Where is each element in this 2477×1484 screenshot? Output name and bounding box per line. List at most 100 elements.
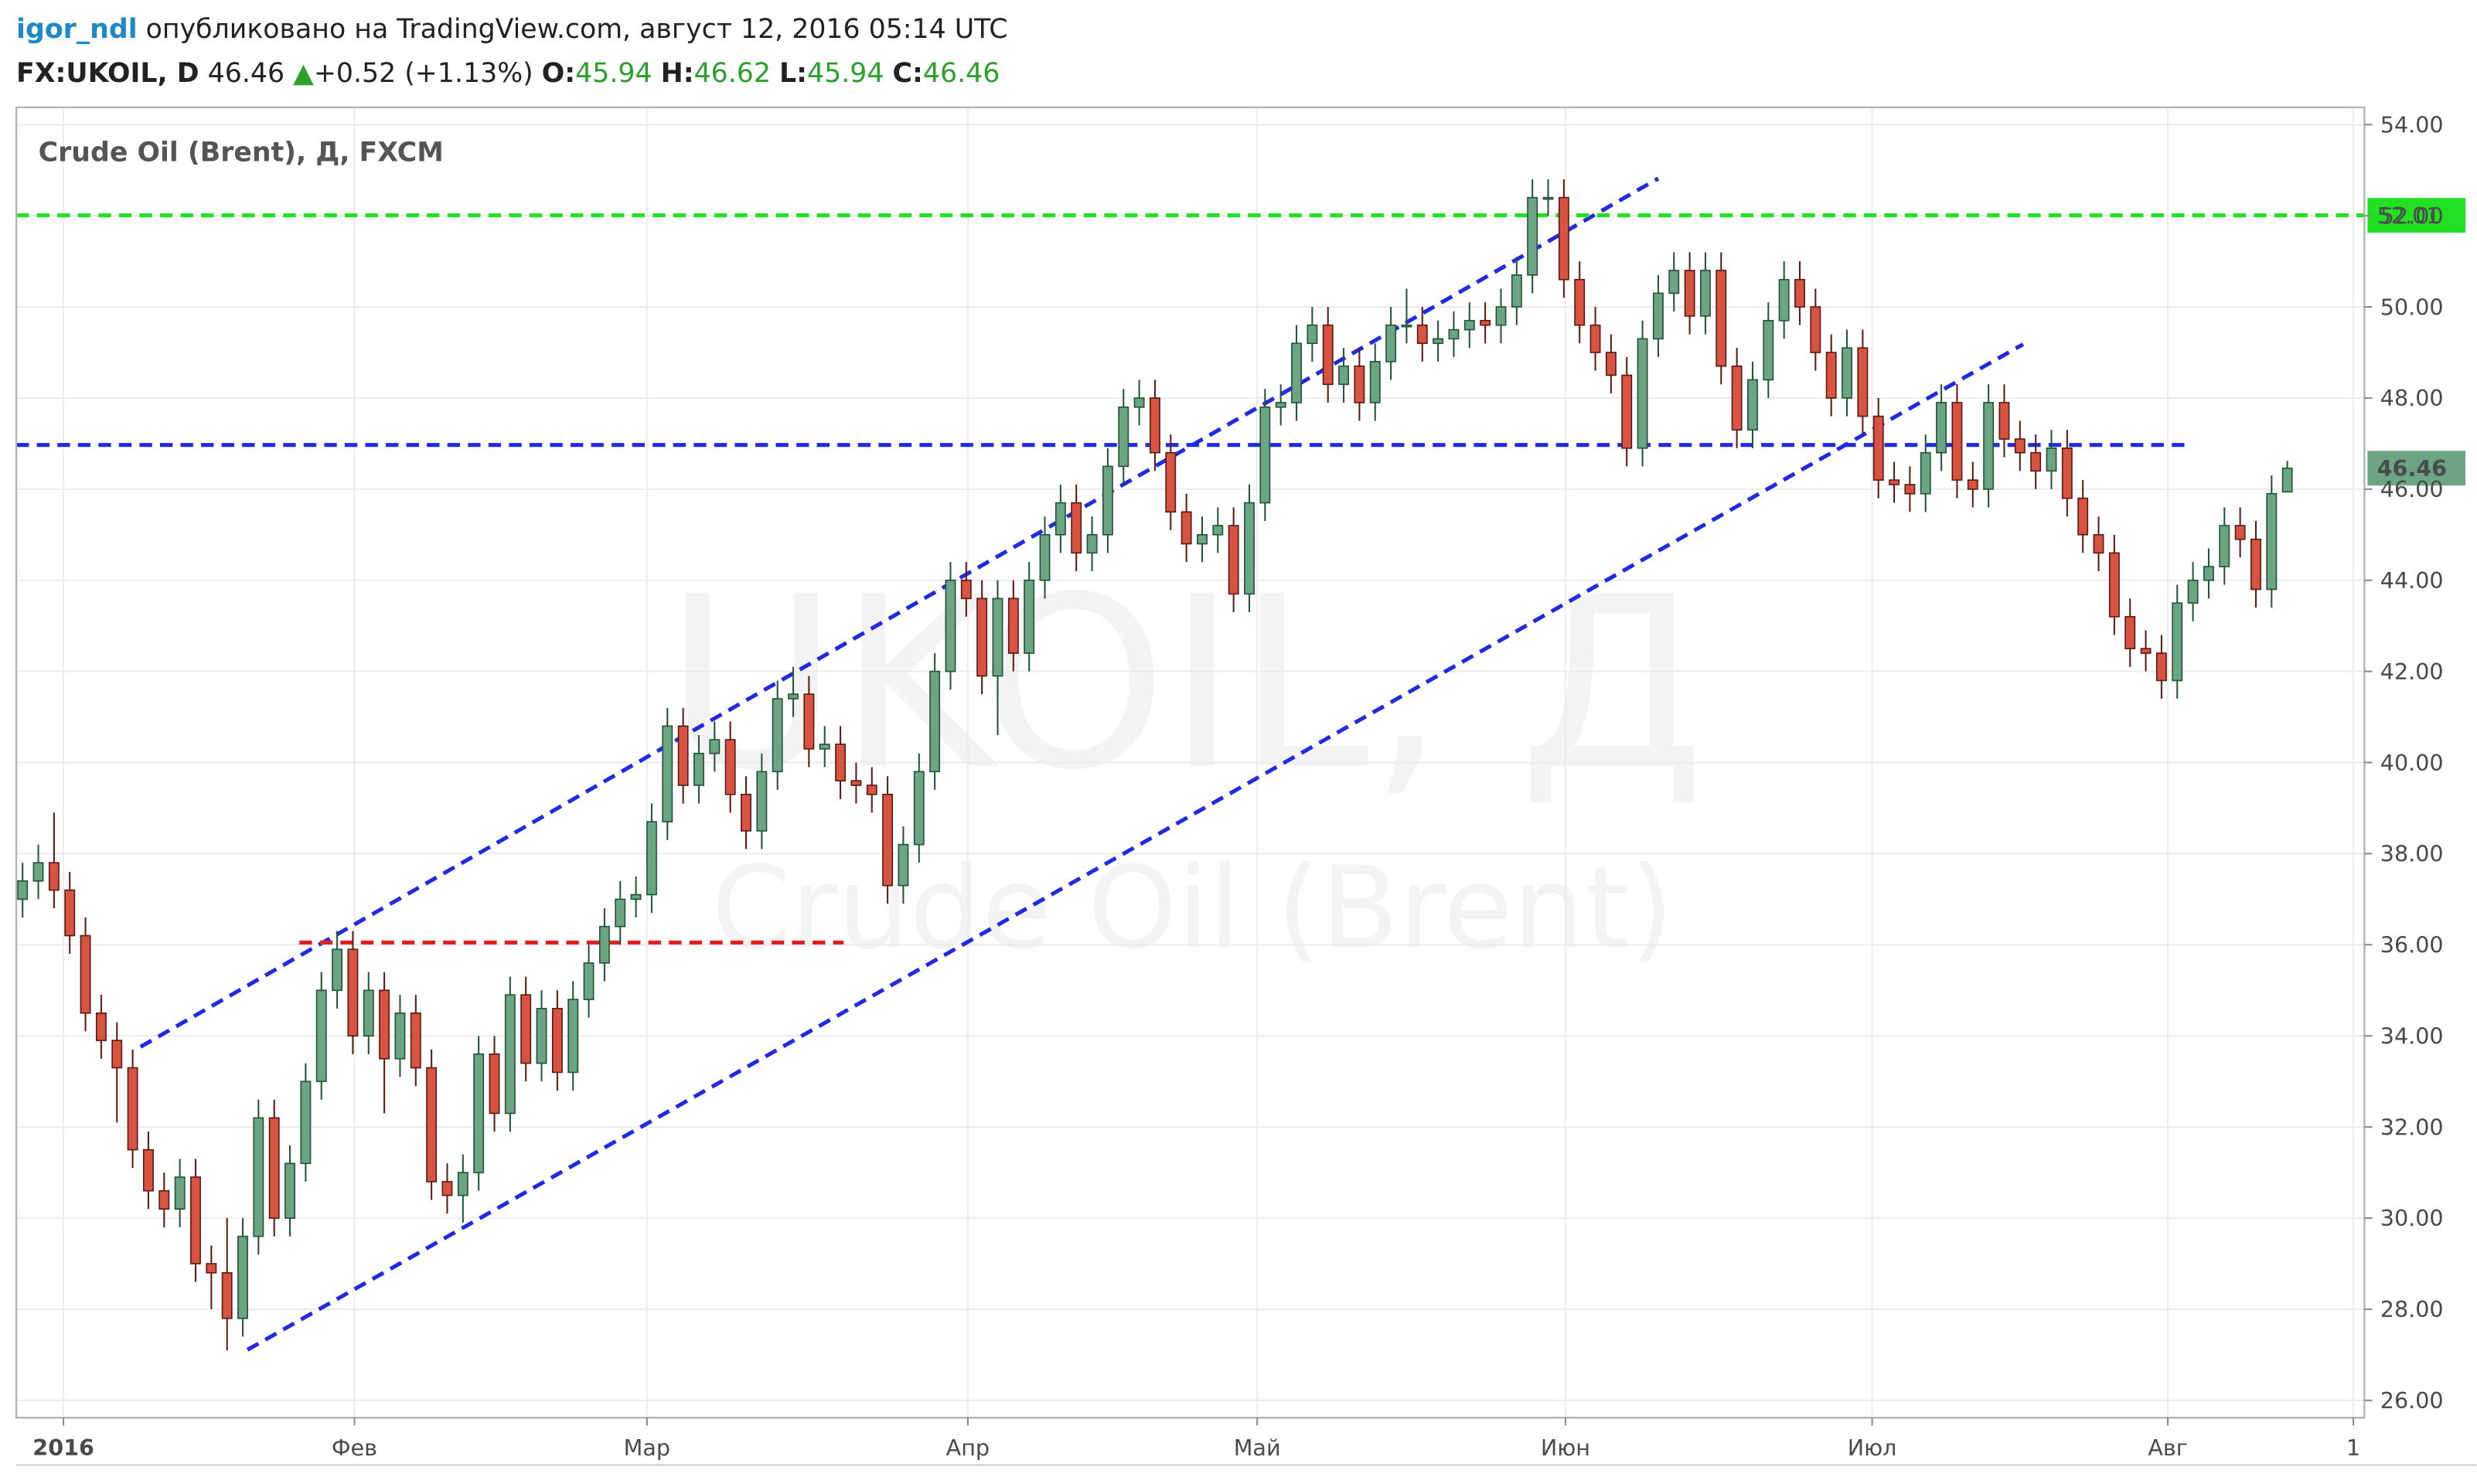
candle-body [1086, 534, 1098, 554]
candle-body [1605, 352, 1617, 376]
y-tick-label: 40.00 [2380, 750, 2444, 776]
l-label: L: [779, 58, 807, 89]
candle-body [598, 925, 610, 964]
candle-body [741, 793, 751, 832]
candle-body [1983, 402, 1995, 490]
candle-body [1133, 397, 1145, 408]
candle-body [1338, 365, 1349, 386]
watermark: Crude Oil (Brent) [711, 842, 1674, 975]
x-tick-label: Авг [2148, 1435, 2187, 1461]
candle-body [976, 597, 988, 677]
candle-body [1007, 597, 1019, 654]
author[interactable]: igor_ndl [16, 14, 138, 45]
candle-body [1652, 292, 1664, 340]
y-tick-label: 34.00 [2380, 1023, 2444, 1049]
candle-body [583, 962, 595, 1000]
candle-body [662, 725, 673, 823]
candle-body [1904, 484, 1916, 495]
candle-body [394, 1012, 406, 1060]
candle-body [1322, 324, 1334, 386]
c-label: C: [893, 58, 923, 89]
candle-body [190, 1176, 201, 1264]
candle-body [677, 725, 689, 786]
candle-body [504, 994, 516, 1115]
candle-body [2046, 448, 2057, 472]
candle-body [1369, 361, 1381, 403]
candle-body [756, 771, 768, 832]
chart-title: Crude Oil (Brent), Д, FXCM [39, 137, 444, 168]
candle-body [1763, 319, 1774, 381]
candle-body [520, 994, 532, 1064]
price-label: 52.01 [2377, 203, 2441, 229]
y-tick-label: 26.00 [2380, 1387, 2444, 1414]
candle-body [268, 1117, 280, 1219]
candle-body [1165, 451, 1177, 513]
candle-body [835, 744, 847, 781]
candle-body [2030, 451, 2042, 472]
x-tick-label: Мар [624, 1435, 670, 1461]
last-price-label: 46.46 [2377, 455, 2447, 482]
candle-body [1558, 196, 1569, 281]
candle-body [1463, 319, 1475, 331]
candle-body [1574, 278, 1586, 326]
candle-body [1433, 338, 1444, 345]
candle-body [2014, 438, 2026, 454]
candle-body [2077, 497, 2089, 536]
candle-body [709, 739, 721, 754]
candle-body [1684, 270, 1695, 317]
candle-body [64, 889, 76, 937]
candle-body [646, 821, 657, 896]
candle-body [2124, 616, 2136, 650]
candle-body [1967, 479, 1978, 490]
candle-body [253, 1117, 264, 1237]
x-tick-label: 1 [2346, 1435, 2360, 1461]
candle-body [1511, 274, 1522, 308]
candle-body [2203, 566, 2214, 581]
candle-body [1259, 406, 1271, 504]
y-tick-label: 46.00 [2380, 476, 2444, 502]
candle-body [1244, 502, 1255, 595]
candle-body [48, 862, 60, 891]
y-tick-label: 54.00 [2380, 112, 2444, 138]
candle-body [489, 1053, 500, 1115]
last: 46.46 [208, 58, 284, 89]
candle-body [1212, 525, 1224, 536]
y-tick-label: 28.00 [2380, 1296, 2444, 1322]
h-label: H: [661, 58, 694, 89]
candle-body [1716, 270, 1727, 367]
candle-body [347, 948, 359, 1037]
candle-body [1778, 278, 1790, 322]
candle-body [2155, 652, 2167, 682]
candle-body [1936, 402, 1947, 454]
candle-body [1448, 328, 1460, 340]
price-label-bg [2367, 198, 2466, 233]
candle-body [2281, 467, 2293, 493]
candle-body [1700, 270, 1711, 317]
trend-line [139, 176, 1660, 1049]
candle-body [1118, 406, 1129, 468]
x-tick-label: 2016 [32, 1435, 94, 1461]
x-tick-label: Июл [1848, 1435, 1897, 1461]
candle-body [237, 1235, 248, 1319]
candle-body [1998, 402, 2010, 440]
y-tick-label: 30.00 [2380, 1205, 2444, 1231]
header-line: igor_ndl опубликовано на TradingView.com… [16, 14, 1007, 45]
y-tick-label: 52.00 [2380, 203, 2444, 229]
candle-body [1228, 525, 1239, 595]
h-value: 46.62 [694, 58, 771, 89]
candle-body [1480, 319, 1491, 326]
candle-body [1668, 270, 1680, 294]
candle-body [1857, 347, 1869, 417]
candle-body [32, 862, 44, 882]
candle-body [221, 1271, 233, 1319]
candle-body [693, 752, 704, 786]
candle-body [143, 1149, 154, 1192]
candle-body [850, 780, 862, 786]
trend-line [246, 342, 2025, 1352]
candle-body [410, 1012, 421, 1069]
x-tick-label: Июн [1541, 1435, 1590, 1461]
candle-body [2172, 602, 2183, 682]
y-tick-label: 48.00 [2380, 385, 2444, 411]
published: опубликовано на TradingView.com, август … [146, 14, 1008, 45]
candle-body [1637, 338, 1648, 449]
